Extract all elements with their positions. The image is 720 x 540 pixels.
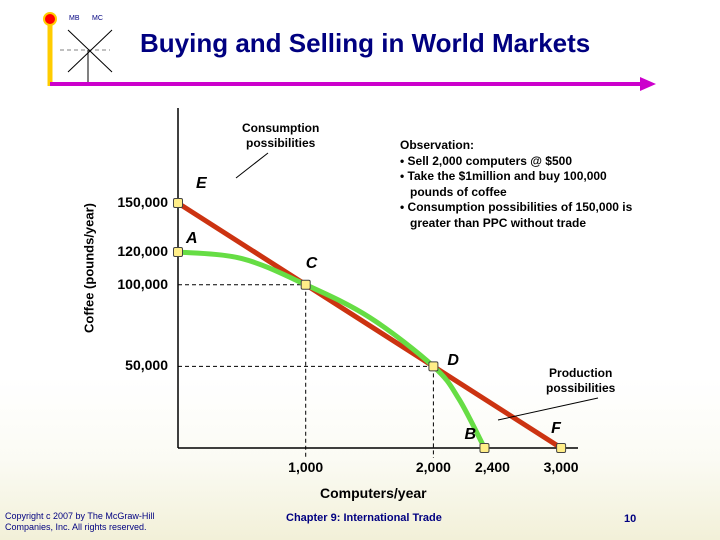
- corner-label-mc: MC: [92, 15, 103, 22]
- observation-line: • Take the $1million and buy 100,000: [400, 169, 607, 183]
- point-marker-b: [479, 443, 490, 453]
- observation-line: Observation:: [400, 138, 475, 152]
- consumption-possibilities-callout: Consumption possibilities: [242, 121, 319, 151]
- observation-note: Observation: • Sell 2,000 computers @ $5…: [400, 138, 632, 231]
- y-axis-label: Coffee (pounds/year): [81, 202, 97, 334]
- logo-icon: [43, 12, 113, 86]
- callout-line: possibilities: [546, 381, 616, 395]
- y-tick-label: 120,000: [117, 243, 168, 260]
- chapter-label: Chapter 9: International Trade: [286, 512, 442, 524]
- y-tick-label: 100,000: [117, 275, 168, 292]
- series-line-production-possibilities: [175, 249, 487, 451]
- x-axis-label: Computers/year: [320, 485, 427, 501]
- point-label-e: E: [196, 175, 207, 193]
- callout-line: Production: [549, 366, 613, 380]
- point-label-d: D: [447, 352, 459, 370]
- observation-line: greater than PPC without trade: [400, 215, 587, 230]
- series-line-consumption-possibilities: [175, 200, 564, 451]
- slide-title: Buying and Selling in World Markets: [140, 28, 591, 58]
- x-tick-label: 3,000: [543, 459, 579, 475]
- consumption-callout-pointer: [235, 152, 269, 179]
- observation-line: • Sell 2,000 computers @ $500: [400, 153, 572, 168]
- point-label-c: C: [305, 254, 318, 272]
- point-label-a: A: [186, 230, 198, 248]
- point-label-f: F: [551, 420, 561, 437]
- production-callout-pointer: [497, 397, 599, 421]
- slide-rule-arrowhead: [640, 77, 656, 91]
- x-tick-label: 1,000: [288, 459, 324, 475]
- y-tick-label: 50,000: [125, 357, 168, 374]
- production-possibilities-callout: Production possibilities: [546, 366, 615, 396]
- observation-line: • Consumption possibilities of 150,000 i…: [400, 200, 633, 214]
- x-tick-label: 2,400: [474, 459, 510, 475]
- y-tick-label: 150,000: [117, 194, 168, 211]
- point-marker-f: [556, 443, 567, 453]
- point-marker-a: [173, 247, 183, 258]
- point-label-b: B: [464, 426, 477, 443]
- guide-lines: [178, 284, 434, 458]
- callout-line: Consumption: [242, 121, 320, 135]
- point-marker-c: [300, 279, 311, 290]
- point-marker-d: [428, 361, 439, 372]
- copyright-line: Companies, Inc. All rights reserved.: [5, 522, 147, 532]
- copyright-notice: Copyright c 2007 by The McGraw-Hill Comp…: [5, 511, 154, 533]
- corner-label-mb: MB: [69, 15, 80, 22]
- observation-line: pounds of coffee: [400, 184, 507, 199]
- callout-line: possibilities: [245, 136, 316, 150]
- point-marker-e: [173, 198, 183, 209]
- x-tick-label: 2,000: [415, 459, 451, 475]
- page-number: 10: [624, 513, 637, 525]
- copyright-line: Copyright c 2007 by The McGraw-Hill: [5, 511, 155, 521]
